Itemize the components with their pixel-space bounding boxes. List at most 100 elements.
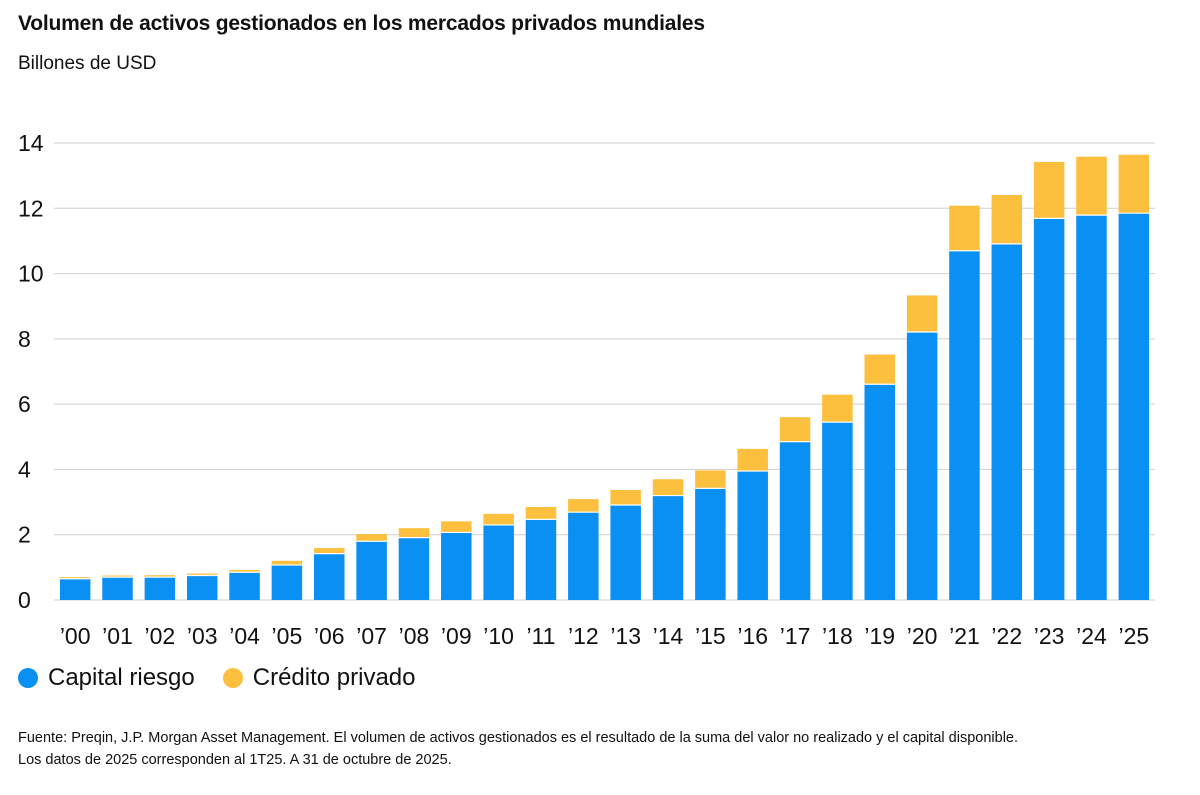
bar-capital-riesgo	[568, 512, 599, 600]
bar-credito-privado	[271, 560, 303, 566]
x-tick-label: ’24	[1076, 623, 1107, 649]
legend-item-capital-riesgo: Capital riesgo	[18, 664, 195, 692]
bar-credito-privado	[779, 417, 811, 442]
bar-capital-riesgo	[441, 532, 472, 600]
bar-capital-riesgo	[906, 332, 938, 600]
bar-capital-riesgo	[779, 441, 811, 600]
bar-credito-privado	[314, 548, 345, 554]
legend-label-capital-riesgo: Capital riesgo	[48, 664, 195, 691]
bar-credito-privado	[822, 394, 853, 423]
y-tick-label: 6	[18, 391, 31, 417]
bar-credito-privado	[949, 205, 980, 251]
bar-credito-privado	[144, 575, 176, 578]
x-tick-label: ’19	[864, 623, 895, 649]
bar-credito-privado	[59, 577, 91, 579]
bar-capital-riesgo	[271, 565, 303, 600]
y-tick-label: 12	[18, 195, 44, 221]
bar-credito-privado	[441, 521, 472, 533]
bar-capital-riesgo	[525, 519, 557, 600]
bar-credito-privado	[610, 489, 641, 506]
x-tick-label: ’07	[356, 623, 387, 649]
x-tick-label: ’05	[272, 623, 303, 649]
x-tick-label: ’20	[907, 623, 938, 649]
bar-credito-privado	[991, 194, 1023, 244]
x-tick-label: ’23	[1034, 623, 1065, 649]
chart-title: Volumen de activos gestionados en los me…	[18, 12, 705, 35]
bar-credito-privado	[356, 534, 387, 542]
bar-capital-riesgo	[59, 578, 91, 600]
x-tick-label: ’14	[653, 623, 684, 649]
legend-swatch-capital-riesgo	[18, 668, 38, 688]
x-tick-label: ’02	[145, 623, 176, 649]
bar-capital-riesgo	[144, 577, 176, 600]
bar-capital-riesgo	[822, 422, 853, 600]
bar-credito-privado	[906, 295, 938, 333]
x-axis-ticks: ’00 ’01 ’02 ’03 ’04 ’05 ’06 ’07 ’08 ’09 ’10 ’11 ’12 ’…	[60, 623, 1149, 649]
bar-capital-riesgo	[186, 575, 218, 600]
x-tick-label: ’11	[526, 623, 555, 649]
x-tick-label: ’00	[60, 623, 91, 649]
x-tick-label: ’15	[695, 623, 726, 649]
bar-capital-riesgo	[991, 243, 1023, 600]
bar-capital-riesgo	[356, 541, 387, 600]
x-tick-label: ’13	[610, 623, 641, 649]
bar-credito-privado	[652, 479, 684, 496]
legend-swatch-credito-privado	[222, 668, 243, 688]
legend-item-credito-privado: Crédito privado	[222, 664, 416, 692]
bar-credito-privado	[864, 354, 895, 385]
x-tick-label: ’10	[483, 623, 514, 649]
bar-credito-privado	[525, 506, 557, 520]
x-tick-label: ’17	[780, 623, 811, 649]
y-tick-label: 8	[18, 326, 31, 352]
x-tick-label: ’18	[822, 623, 853, 649]
bar-capital-riesgo	[229, 572, 260, 600]
bar-capital-riesgo	[1118, 213, 1150, 601]
bar-credito-privado	[229, 569, 260, 573]
x-tick-label: ’03	[187, 623, 218, 649]
bar-capital-riesgo	[652, 495, 684, 600]
bar-capital-riesgo	[1033, 218, 1065, 600]
bar-credito-privado	[186, 573, 218, 576]
bars	[59, 154, 1150, 601]
y-tick-label: 0	[18, 587, 31, 613]
x-tick-label: ’08	[399, 623, 430, 649]
bar-capital-riesgo	[864, 384, 895, 600]
x-tick-label: ’12	[568, 623, 599, 649]
chart-subtitle: Billones de USD	[18, 53, 157, 74]
bar-capital-riesgo	[483, 524, 514, 600]
footnote-line-1: Fuente: Preqin, J.P. Morgan Asset Manage…	[18, 730, 1019, 746]
x-tick-label: ’22	[991, 623, 1022, 649]
bar-capital-riesgo	[102, 577, 133, 600]
bar-capital-riesgo	[398, 537, 430, 600]
bar-capital-riesgo	[695, 488, 726, 600]
legend-label-credito-privado: Crédito privado	[252, 664, 416, 691]
x-tick-label: ’25	[1118, 623, 1149, 649]
bar-credito-privado	[695, 470, 726, 489]
bar-credito-privado	[102, 575, 133, 578]
y-tick-label: 14	[18, 130, 44, 156]
x-tick-label: ’16	[737, 623, 768, 649]
bar-capital-riesgo	[737, 471, 768, 600]
bar-capital-riesgo	[949, 250, 980, 600]
y-tick-label: 10	[18, 261, 44, 287]
footnote-line-2: Los datos de 2025 corresponden al 1T25. …	[18, 752, 452, 768]
bar-credito-privado	[1033, 161, 1065, 219]
bar-capital-riesgo	[610, 505, 641, 600]
bar-credito-privado	[483, 513, 514, 525]
bar-credito-privado	[1118, 154, 1150, 214]
gridlines	[54, 142, 1155, 601]
x-tick-label: ’09	[441, 623, 472, 649]
bar-capital-riesgo	[1076, 215, 1107, 600]
y-tick-label: 4	[18, 456, 31, 482]
bar-credito-privado	[1076, 156, 1107, 216]
footnote: Fuente: Preqin, J.P. Morgan Asset Manage…	[18, 727, 1178, 771]
bar-credito-privado	[737, 448, 768, 472]
x-tick-label: ’06	[314, 623, 345, 649]
legend: Capital riesgo Crédito privado	[18, 664, 444, 692]
bar-credito-privado	[568, 499, 599, 513]
x-tick-label: ’21	[949, 623, 980, 649]
bar-credito-privado	[398, 528, 430, 538]
bar-capital-riesgo	[314, 553, 345, 600]
y-tick-label: 2	[18, 522, 31, 548]
